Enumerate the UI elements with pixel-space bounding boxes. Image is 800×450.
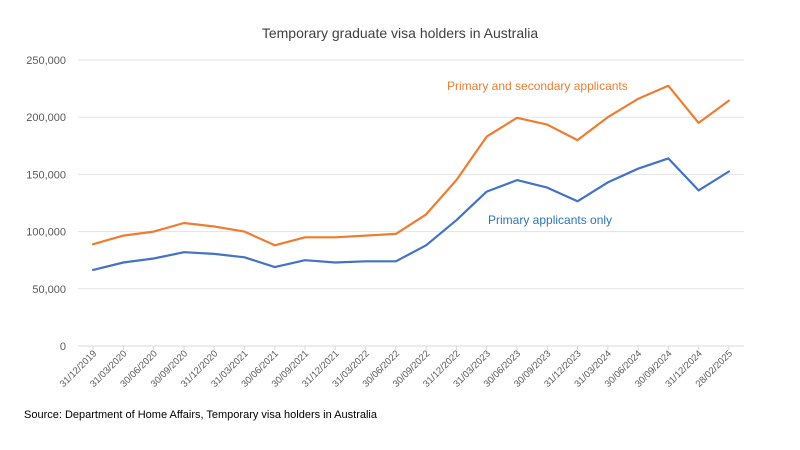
y-tick-label: 50,000 (32, 284, 66, 296)
series-label-primary-only: Primary applicants only (488, 213, 612, 227)
y-tick-label: 0 (60, 341, 66, 353)
y-tick-label: 250,000 (26, 55, 66, 67)
axes: 050,000100,000150,000200,000250,00031/12… (26, 55, 744, 390)
y-tick-label: 150,000 (26, 169, 66, 181)
gridlines (78, 59, 744, 290)
series-labels: Primary and secondary applicants Primary … (447, 79, 628, 227)
series-lines (91, 84, 731, 271)
series-line-primary-and-secondary (91, 84, 731, 247)
y-tick-label: 100,000 (26, 227, 66, 239)
series-line-primary-only (91, 157, 731, 271)
series-label-primary-and-secondary: Primary and secondary applicants (447, 79, 628, 93)
chart-title: Temporary graduate visa holders in Austr… (261, 25, 539, 41)
y-tick-label: 200,000 (26, 112, 66, 124)
source-note: Source: Department of Home Affairs, Temp… (24, 409, 377, 421)
